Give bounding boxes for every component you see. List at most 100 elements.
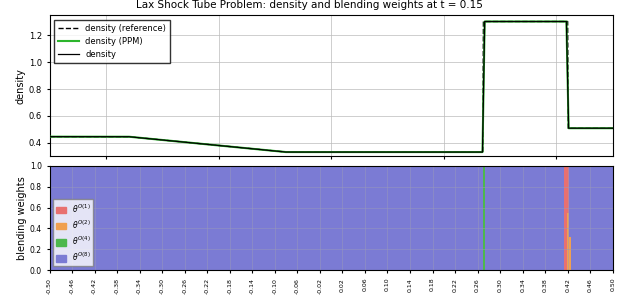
Bar <box>378 166 379 270</box>
Bar <box>422 166 423 270</box>
Bar <box>318 166 320 270</box>
Bar <box>490 166 492 270</box>
Bar <box>452 166 454 270</box>
Bar <box>50 166 52 270</box>
Bar <box>591 166 593 270</box>
Bar <box>477 166 478 270</box>
density (PPM) <box>253 147 261 151</box>
Bar <box>531 166 534 270</box>
density (reference) <box>228 145 235 149</box>
Bar <box>423 166 426 270</box>
Bar <box>153 166 155 270</box>
Bar <box>362 166 364 270</box>
Bar <box>470 166 472 270</box>
Bar <box>342 166 344 270</box>
Bar <box>92 166 93 270</box>
Bar <box>384 166 386 270</box>
Bar <box>571 166 573 270</box>
Bar <box>501 166 503 270</box>
Bar <box>230 166 232 270</box>
Bar <box>210 166 212 270</box>
Bar <box>404 166 406 270</box>
Bar <box>265 166 267 270</box>
Bar <box>199 166 201 270</box>
Bar <box>545 166 547 270</box>
Line: density (reference): density (reference) <box>50 21 613 152</box>
Bar <box>269 166 272 270</box>
Bar <box>439 166 441 270</box>
Bar <box>478 166 481 270</box>
Bar <box>441 166 443 270</box>
Bar <box>364 166 366 270</box>
Bar <box>170 166 173 270</box>
Bar <box>102 166 105 270</box>
Bar <box>547 166 549 270</box>
Bar <box>111 166 113 270</box>
density <box>293 150 301 154</box>
Bar <box>124 166 126 270</box>
Bar <box>320 166 322 270</box>
Text: Lax Shock Tube Problem: density and blending weights at t = 0.15: Lax Shock Tube Problem: density and blen… <box>136 0 483 10</box>
Bar <box>303 166 305 270</box>
Bar <box>474 166 477 270</box>
Bar <box>463 166 465 270</box>
Bar <box>410 166 413 270</box>
Bar <box>485 166 487 270</box>
Bar <box>334 166 335 270</box>
Bar <box>228 166 230 270</box>
Bar <box>87 166 89 270</box>
Bar <box>252 166 254 270</box>
Bar <box>279 166 280 270</box>
Bar <box>177 166 180 270</box>
Bar <box>351 166 353 270</box>
Bar <box>180 166 181 270</box>
Bar <box>467 166 470 270</box>
Bar <box>245 166 248 270</box>
Bar <box>529 166 532 270</box>
Bar <box>432 166 435 270</box>
Bar <box>254 166 256 270</box>
Bar <box>527 166 529 270</box>
density (reference) <box>319 150 327 154</box>
Bar <box>109 166 111 270</box>
Bar <box>382 166 384 270</box>
Bar <box>289 166 292 270</box>
Line: density: density <box>50 21 613 152</box>
Bar <box>566 166 569 213</box>
Bar <box>514 166 516 270</box>
Bar <box>430 166 433 270</box>
Bar <box>221 166 223 270</box>
Bar <box>366 166 368 270</box>
Bar <box>322 166 324 270</box>
Bar <box>560 166 562 270</box>
Bar <box>379 166 382 270</box>
Bar <box>118 166 120 270</box>
density <box>508 20 515 23</box>
Bar <box>371 166 373 270</box>
Bar <box>582 166 584 270</box>
Bar <box>225 166 228 270</box>
density (reference) <box>266 149 273 152</box>
Bar <box>61 166 63 270</box>
Bar <box>580 166 582 270</box>
Bar <box>236 166 239 270</box>
Bar <box>287 166 289 270</box>
Bar <box>82 166 85 270</box>
Bar <box>558 166 560 270</box>
Bar <box>507 166 509 270</box>
Bar <box>610 166 613 270</box>
Bar <box>206 166 208 270</box>
Bar <box>496 166 498 270</box>
Bar <box>391 166 393 270</box>
Bar <box>69 166 72 270</box>
Bar <box>120 166 122 270</box>
Bar <box>162 166 164 270</box>
Bar <box>274 166 276 270</box>
Bar <box>505 166 507 270</box>
Bar <box>272 166 274 270</box>
Bar <box>54 166 56 270</box>
Bar <box>249 166 252 270</box>
Bar <box>566 213 569 270</box>
Bar <box>193 166 195 270</box>
Bar <box>116 166 118 270</box>
